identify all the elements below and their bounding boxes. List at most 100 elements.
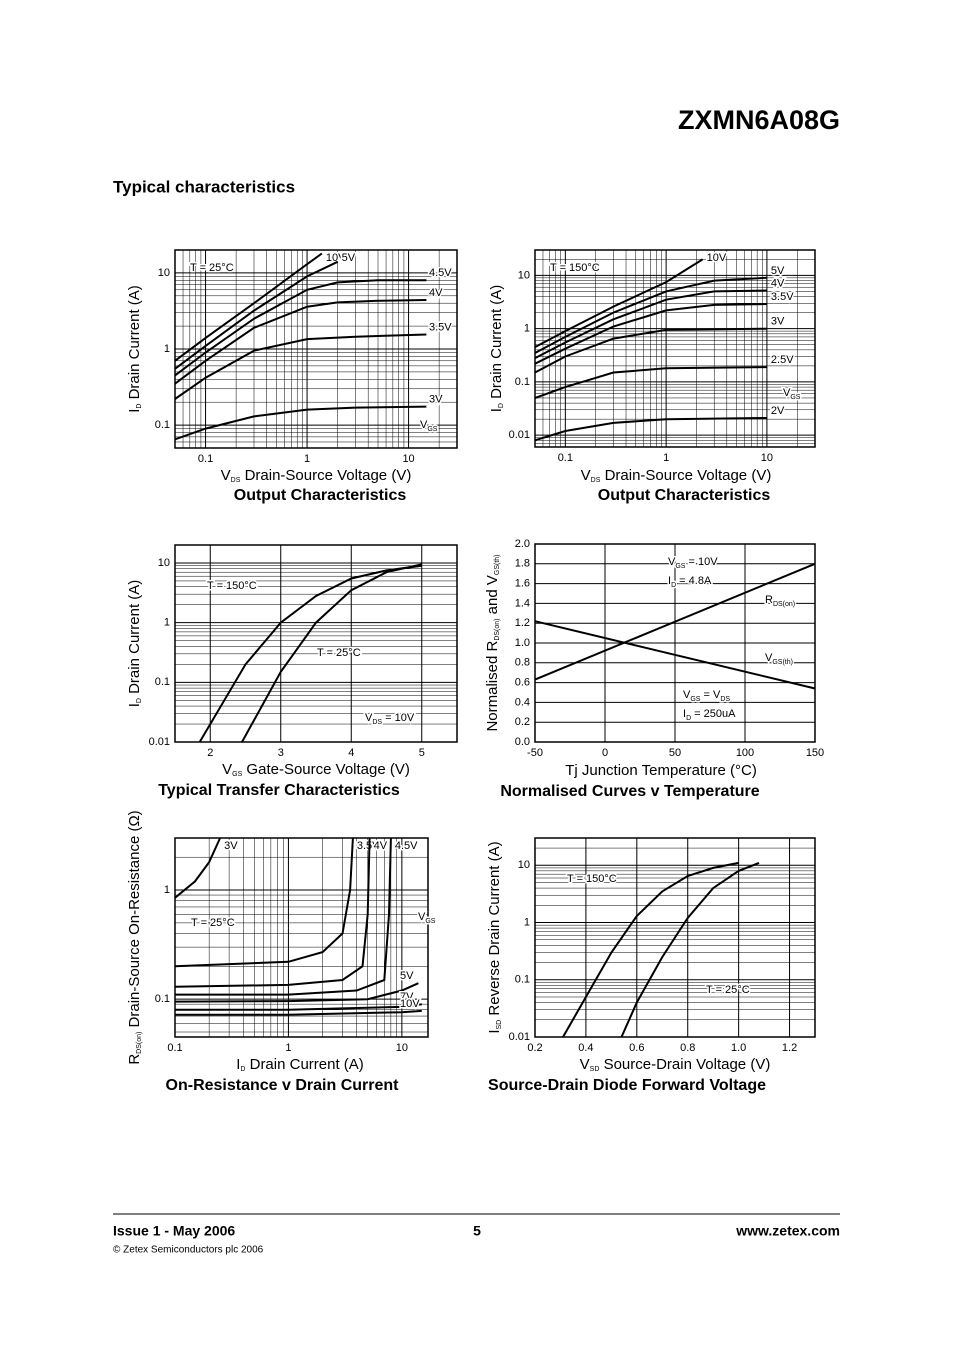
y-tick-label: 0.4: [515, 696, 530, 708]
curve: [174, 837, 222, 899]
footer-website: www.zetex.com: [735, 1223, 840, 1239]
y-tick-label: 0.01: [509, 429, 530, 441]
chart-title: Typical Transfer Characteristics: [158, 782, 400, 799]
curve: [620, 861, 760, 1038]
x-axis-label-part: Gate-Source Voltage (V): [242, 761, 410, 778]
curve-label: 10V: [326, 252, 346, 264]
curve: [534, 417, 767, 442]
page-number: 5: [473, 1223, 481, 1239]
x-axis-label-part: I: [236, 1056, 240, 1073]
y-axis-label-part: and V: [484, 575, 501, 618]
x-axis-label-part: V: [580, 1056, 590, 1073]
curve-label: 2V: [771, 405, 785, 417]
x-axis-label-part: V: [581, 467, 591, 484]
annotation-part: V: [418, 911, 426, 923]
y-axis-label-part: DS(on): [136, 1032, 143, 1054]
y-axis-label: ID Drain Current (A): [126, 580, 143, 708]
annotation: T = 150°C: [550, 262, 600, 274]
annotation: T = 25°C: [706, 984, 750, 996]
annotation-part: D: [686, 715, 691, 722]
x-tick-label: 0: [602, 747, 608, 759]
curve-label: 3.5V: [429, 321, 452, 333]
x-axis-label-part: V: [222, 761, 232, 778]
annotation: VGS = VDS: [683, 689, 730, 703]
x-tick-label: 0.8: [680, 1042, 695, 1054]
curve: [174, 333, 427, 400]
curve: [175, 837, 392, 996]
curve: [534, 562, 816, 681]
plot-frame: [174, 837, 429, 1038]
annotation-part: T = 150°C: [207, 580, 257, 592]
x-axis-label: ID Drain Current (A): [236, 1056, 364, 1073]
curve-label: 4.5V: [395, 840, 418, 852]
plot-frame: [174, 544, 458, 743]
annotation-part: V: [420, 419, 428, 431]
y-tick-label: 1: [524, 916, 530, 928]
y-axis-label-part: D: [136, 698, 143, 703]
curve-label: 10V: [400, 998, 420, 1010]
annotation-part: = V: [700, 689, 721, 701]
y-axis-label-part: GS(th): [494, 554, 501, 575]
y-tick-label: 1.6: [515, 578, 530, 590]
x-tick-label: 0.4: [578, 1042, 593, 1054]
y-tick-label: 1.8: [515, 558, 530, 570]
annotation-part: V: [365, 712, 373, 724]
curve: [241, 563, 423, 743]
x-axis-label-part: V: [221, 467, 231, 484]
annotation-part: T = 150°C: [567, 873, 617, 885]
curve: [198, 564, 422, 743]
y-tick-label: 0.1: [515, 376, 530, 388]
x-axis-label: VSD Source-Drain Voltage (V): [580, 1056, 771, 1073]
y-tick-label: 2.0: [515, 538, 530, 550]
x-tick-label: 4: [348, 747, 354, 759]
curve: [534, 620, 816, 690]
annotation-part: GS: [690, 696, 700, 703]
chart-title: Output Characteristics: [234, 487, 407, 504]
y-axis-label-part: Drain Current (A): [126, 580, 143, 698]
annotation-part: D: [671, 582, 676, 589]
x-tick-label: 1.0: [731, 1042, 746, 1054]
x-axis-label-part: GS: [232, 771, 242, 778]
y-axis-label: Normalised RDS(on) and VGS(th): [484, 554, 501, 731]
y-axis-label-part: D: [498, 403, 505, 408]
y-tick-label: 0.1: [515, 974, 530, 986]
y-axis-label-part: SD: [496, 1020, 503, 1030]
curve-label: 4V: [771, 277, 785, 289]
annotation-part: V: [765, 652, 773, 664]
curve: [174, 405, 427, 441]
annotation: ID = 250uA: [683, 708, 736, 722]
curve-label: 4V: [374, 840, 388, 852]
y-axis-label-part: I: [126, 409, 143, 413]
y-axis-label: ID Drain Current (A): [126, 285, 143, 413]
x-axis-label-part: Drain-Source Voltage (V): [600, 467, 771, 484]
y-axis-label-part: I: [486, 1029, 503, 1033]
y-tick-label: 1: [524, 323, 530, 335]
curve: [534, 303, 767, 365]
curve: [534, 327, 767, 374]
chart-title: Output Characteristics: [598, 487, 771, 504]
x-tick-label: 5: [419, 747, 425, 759]
annotation-part: DS: [720, 696, 730, 703]
curve-label: 3V: [771, 316, 785, 328]
chart-title: On-Resistance v Drain Current: [166, 1077, 400, 1094]
annotation-part: V: [683, 689, 691, 701]
document-title: ZXMN6A08G: [678, 105, 840, 135]
curve-label: 5V: [771, 265, 785, 277]
annotation: ID = 4.8A: [668, 575, 712, 589]
curve: [174, 837, 371, 988]
x-tick-label: 10: [396, 1042, 408, 1054]
y-tick-label: 1: [164, 343, 170, 355]
x-axis-label-part: DS: [231, 477, 241, 484]
x-tick-label: 0.2: [527, 1042, 542, 1054]
x-tick-label: 0.1: [558, 452, 573, 464]
x-axis-label-part: Source-Drain Voltage (V): [599, 1056, 770, 1073]
y-tick-label: 0.6: [515, 677, 530, 689]
x-axis-label-part: Tj Junction Temperature (°C): [565, 762, 757, 779]
annotation: T = 25°C: [191, 917, 235, 929]
x-tick-label: 100: [736, 747, 754, 759]
footer-issue: Issue 1 - May 2006: [113, 1223, 235, 1239]
annotation: RDS(on): [765, 594, 795, 608]
annotation-part: DS(on): [773, 601, 795, 608]
x-axis-label-part: SD: [590, 1066, 600, 1073]
annotation: T = 150°C: [207, 580, 257, 592]
